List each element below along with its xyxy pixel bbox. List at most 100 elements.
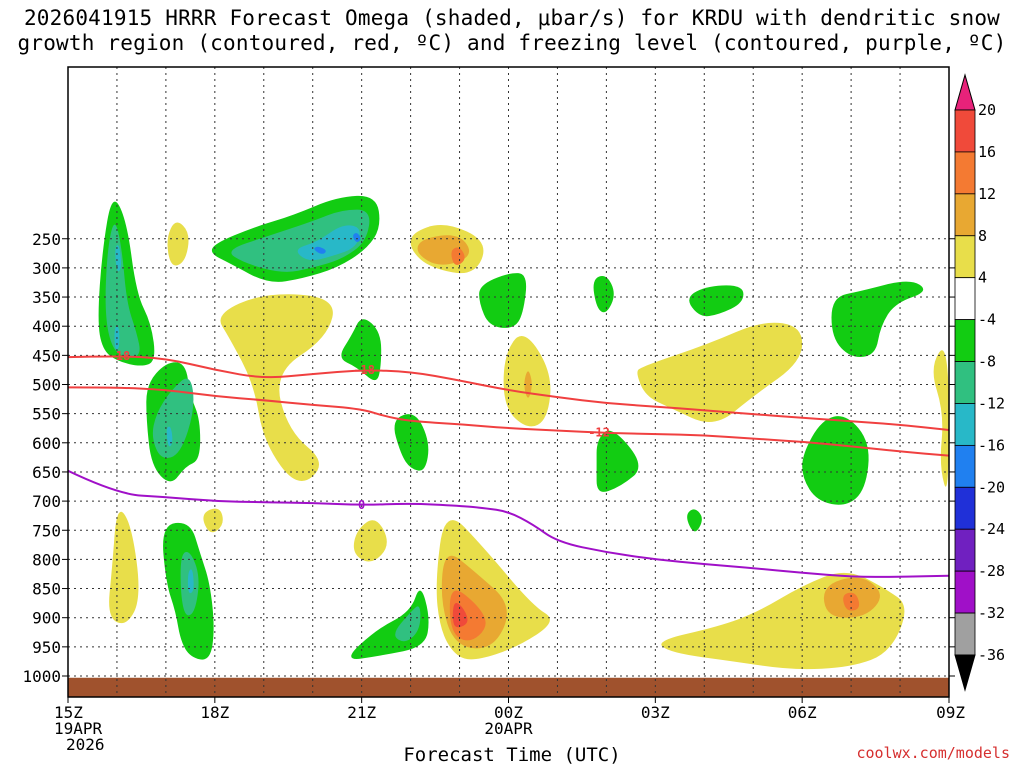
x-tick-label-2: 21Z bbox=[347, 703, 376, 722]
y-tick-label-250: 250 bbox=[32, 230, 61, 249]
isotherm-line-0 bbox=[68, 469, 949, 578]
y-tick-label-900: 900 bbox=[32, 609, 61, 628]
x-axis-title: Forecast Time (UTC) bbox=[403, 744, 621, 766]
isotherm-contours: -18 -18 -12 0 bbox=[68, 349, 949, 578]
x-tick-sublabel-3: 20APR bbox=[484, 719, 533, 738]
isotherm-label-1: -18 bbox=[353, 363, 375, 377]
isotherm-line--12 bbox=[68, 386, 949, 457]
omega-region-14 bbox=[637, 322, 803, 422]
y-tick-label-700: 700 bbox=[32, 492, 61, 511]
terrain-bar bbox=[68, 677, 949, 697]
omega-region-20 bbox=[105, 224, 140, 358]
colorbar-label-12: -32 bbox=[978, 604, 1005, 622]
colorbar-label-6: -8 bbox=[978, 353, 996, 371]
omega-region-21 bbox=[115, 245, 121, 272]
colorbar-swatch-6 bbox=[954, 361, 976, 404]
x-tick-label-0: 15Z bbox=[54, 703, 83, 722]
omega-region-35 bbox=[351, 590, 429, 659]
omega-region-30 bbox=[166, 426, 173, 447]
y-tick-label-450: 450 bbox=[32, 346, 61, 365]
colorbar-label-7: -12 bbox=[978, 394, 1005, 412]
omega-region-12 bbox=[449, 590, 486, 641]
omega-region-0 bbox=[109, 511, 139, 624]
omega-region-39 bbox=[593, 275, 614, 313]
x-tick-label-1: 18Z bbox=[200, 703, 229, 722]
omega-region-13 bbox=[452, 602, 468, 628]
colorbar-label-3: 8 bbox=[978, 227, 987, 245]
colorbar-swatch-4 bbox=[954, 277, 976, 321]
colorbar-swatch-top bbox=[954, 73, 976, 111]
x-tick-label-5: 06Z bbox=[788, 703, 817, 722]
y-tick-label-850: 850 bbox=[32, 580, 61, 599]
omega-region-1 bbox=[167, 222, 189, 266]
omega-region-24 bbox=[231, 209, 370, 272]
omega-region-4 bbox=[353, 520, 387, 562]
colorbar-label-13: -36 bbox=[978, 646, 1005, 664]
y-tick-label-950: 950 bbox=[32, 638, 61, 657]
omega-region-27 bbox=[353, 233, 361, 242]
omega-region-26 bbox=[314, 246, 326, 254]
omega-region-43 bbox=[802, 416, 869, 505]
omega-region-44 bbox=[831, 281, 924, 357]
y-tick-label-750: 750 bbox=[32, 521, 61, 540]
colorbar-swatch-1 bbox=[954, 151, 976, 195]
credit-text[interactable]: coolwx.com/models bbox=[856, 744, 1010, 762]
chart-title-line1: 2026041915 HRRR Forecast Omega (shaded, … bbox=[23, 6, 1001, 30]
omega-region-2 bbox=[220, 294, 333, 482]
x-tick-label-3: 00Z bbox=[494, 703, 523, 722]
y-tick-label-800: 800 bbox=[32, 550, 61, 569]
omega-region-29 bbox=[152, 378, 194, 458]
y-tick-label-500: 500 bbox=[32, 376, 61, 395]
y-tick-label-400: 400 bbox=[32, 317, 61, 336]
omega-region-33 bbox=[187, 569, 194, 594]
y-tick-label-1000: 1000 bbox=[22, 667, 61, 686]
colorbar-label-1: 16 bbox=[978, 143, 996, 161]
x-tick-label-4: 03Z bbox=[641, 703, 670, 722]
x-tick-label-6: 09Z bbox=[936, 703, 965, 722]
colorbar-label-0: 20 bbox=[978, 101, 996, 119]
colorbar-swatch-3 bbox=[954, 235, 976, 279]
y-tick-label-300: 300 bbox=[32, 259, 61, 278]
colorbar-label-5: -4 bbox=[978, 311, 996, 329]
omega-region-40 bbox=[596, 430, 639, 492]
y-tick-label-650: 650 bbox=[32, 463, 61, 482]
colorbar-label-8: -16 bbox=[978, 436, 1005, 454]
colorbar-swatch-7 bbox=[954, 403, 976, 446]
omega-region-7 bbox=[451, 247, 465, 265]
colorbar-swatch-12 bbox=[954, 612, 976, 656]
colorbar: 20 16 12 8 4 -4 -8 -12 -16 -20 -24 -28 -32 -36 bbox=[954, 73, 1005, 692]
chart-title-line2: growth region (contoured, red, ºC) and f… bbox=[17, 31, 1007, 55]
omega-region-42 bbox=[687, 509, 702, 532]
colorbar-swatch-11 bbox=[954, 570, 976, 614]
isotherm-line--18 bbox=[68, 355, 949, 431]
omega-region-38 bbox=[479, 273, 527, 328]
omega-region-18 bbox=[933, 350, 949, 487]
omega-region-3 bbox=[203, 508, 223, 533]
x-tick-sublabel-0: 19APR bbox=[54, 719, 103, 738]
omega-region-9 bbox=[524, 371, 532, 398]
y-tick-label-350: 350 bbox=[32, 288, 61, 307]
isotherm-label-3: 0 bbox=[358, 498, 365, 512]
colorbar-swatch-9 bbox=[954, 486, 976, 530]
colorbar-swatch-bottom bbox=[954, 654, 976, 692]
colorbar-label-10: -24 bbox=[978, 520, 1005, 538]
colorbar-label-9: -20 bbox=[978, 478, 1005, 496]
omega-region-25 bbox=[297, 225, 360, 261]
axes: 250 300 350 400 450 500 550 600 650 700 750 800 850 9… bbox=[22, 66, 965, 754]
y-tick-label-600: 600 bbox=[32, 434, 61, 453]
omega-region-36 bbox=[395, 606, 421, 642]
colorbar-label-4: 4 bbox=[978, 269, 987, 287]
chart-title: 2026041915 HRRR Forecast Omega (shaded, … bbox=[0, 6, 1024, 56]
colorbar-label-11: -28 bbox=[978, 562, 1005, 580]
isotherm-label-0: -18 bbox=[109, 349, 131, 363]
colorbar-swatch-5 bbox=[954, 319, 976, 362]
colorbar-swatch-2 bbox=[954, 193, 976, 237]
colorbar-swatch-10 bbox=[954, 528, 976, 572]
colorbar-swatch-8 bbox=[954, 444, 976, 488]
colorbar-label-2: 12 bbox=[978, 185, 996, 203]
omega-region-41 bbox=[689, 285, 744, 317]
y-tick-label-550: 550 bbox=[32, 405, 61, 424]
colorbar-swatch-0 bbox=[954, 109, 976, 153]
isotherm-label-2: -12 bbox=[588, 426, 610, 440]
